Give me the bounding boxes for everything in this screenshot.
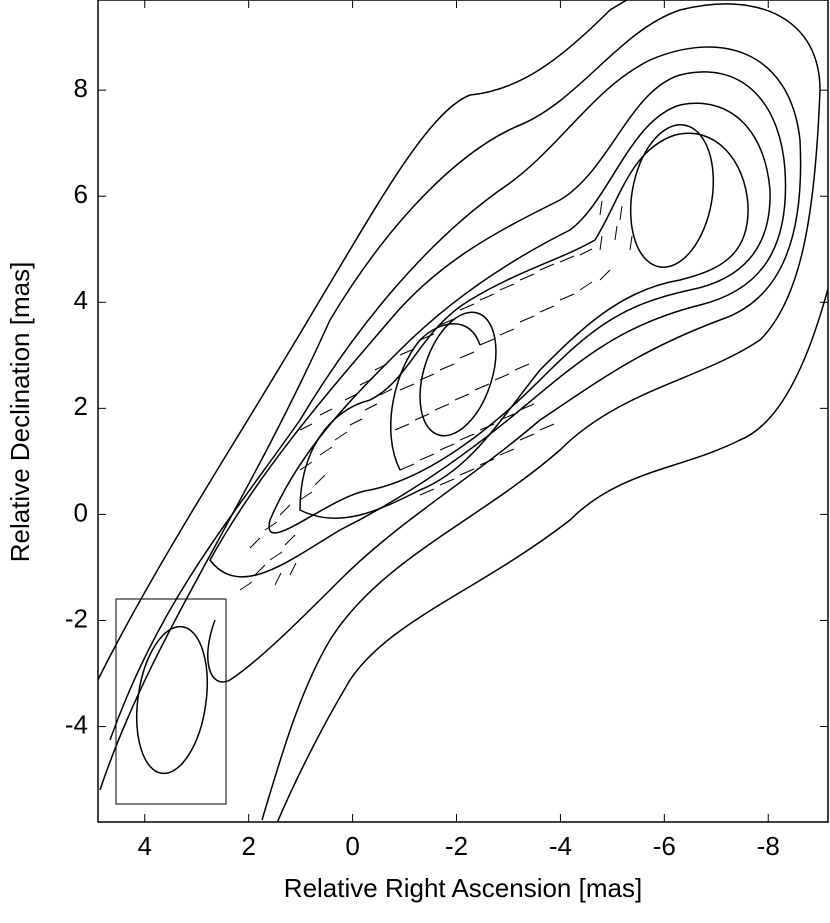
x-tick-label: -6 <box>653 831 676 861</box>
contour <box>268 102 771 534</box>
contour <box>109 46 802 741</box>
y-tick-label: -4 <box>65 709 88 739</box>
contour <box>419 311 497 437</box>
contour <box>629 124 715 268</box>
y-tick-label: 8 <box>74 73 88 103</box>
contour <box>98 0 828 822</box>
contour <box>209 71 787 578</box>
beam-box <box>115 598 227 805</box>
y-tick-label: 6 <box>74 179 88 209</box>
contour <box>99 3 821 821</box>
x-tick-label: -4 <box>549 831 572 861</box>
x-tick-label: 0 <box>345 831 359 861</box>
x-tick-label: 4 <box>138 831 152 861</box>
beam-ellipse <box>136 625 208 775</box>
x-tick-label: 2 <box>241 831 255 861</box>
y-tick-label: 2 <box>74 391 88 421</box>
x-axis-label: Relative Right Ascension [mas] <box>284 873 642 903</box>
y-axis-label: Relative Declination [mas] <box>5 262 35 563</box>
x-tick-label: -8 <box>757 831 780 861</box>
x-tick-label: -2 <box>445 831 468 861</box>
y-tick-label: 4 <box>74 285 88 315</box>
contour <box>390 323 481 471</box>
polarization-vectors <box>239 200 633 591</box>
y-tick-label: 0 <box>74 497 88 527</box>
contour-map <box>98 0 828 822</box>
y-tick-label: -2 <box>65 603 88 633</box>
contour <box>299 132 749 519</box>
plot-frame <box>97 0 829 823</box>
